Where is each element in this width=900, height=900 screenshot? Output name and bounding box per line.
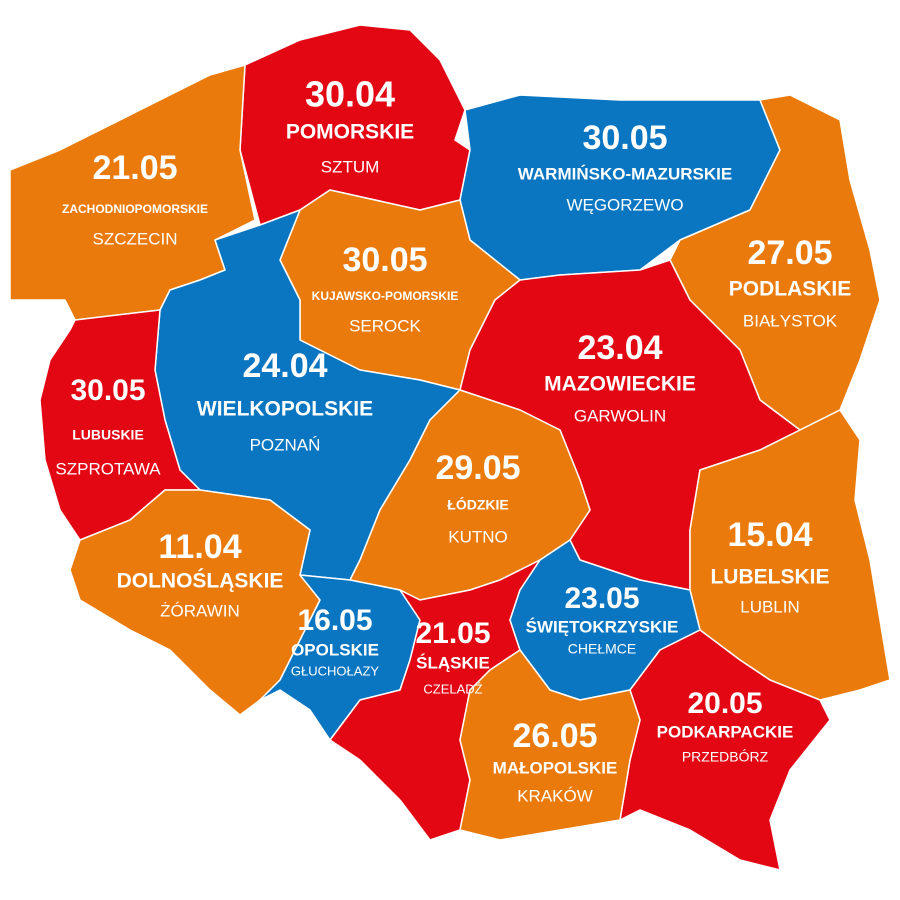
region-city: POZNAŃ [250, 435, 321, 454]
region-name: DOLNOŚLĄSKIE [117, 569, 284, 593]
region-date: 11.04 [158, 528, 241, 566]
region-city: CZELADŹ [423, 681, 482, 696]
region-date: 20.05 [687, 687, 762, 720]
region-date: 23.04 [577, 329, 662, 367]
region-name: ZACHODNIOPOMORSKIE [62, 202, 208, 216]
region-date: 29.05 [435, 449, 520, 487]
region-date: 15.04 [727, 516, 812, 554]
region-city: PRZEDBÓRZ [682, 749, 769, 765]
region-name: LUBELSKIE [710, 566, 829, 589]
region [459, 649, 641, 841]
region-city: GŁUCHOŁAZY [291, 663, 379, 678]
region-date: 26.05 [512, 717, 597, 755]
region-city: KUTNO [448, 527, 508, 546]
region-city: SZPROTAWA [55, 459, 161, 478]
region-name: MAŁOPOLSKIE [493, 758, 618, 777]
region-city: SEROCK [349, 316, 421, 335]
region-date: 21.05 [415, 617, 490, 650]
region-name: ŚWIĘTOKRZYSKIE [526, 617, 679, 636]
region-name: ŁÓDZKIE [447, 496, 508, 513]
region-city: LUBLIN [740, 597, 800, 616]
region-name: MAZOWIECKIE [544, 373, 696, 396]
region-name: PODKARPACKIE [657, 722, 794, 741]
region-city: ŻÓRAWIN [160, 601, 240, 620]
region-city: SZTUM [321, 157, 380, 176]
region-city: GARWOLIN [574, 406, 666, 425]
region-city: SZCZECIN [93, 229, 178, 248]
region-date: 23.05 [564, 582, 639, 615]
region-name: WIELKOPOLSKIE [197, 398, 373, 421]
region-date: 30.04 [305, 74, 395, 115]
region-date: 30.05 [582, 119, 667, 157]
region-name: PODLASKIE [729, 278, 852, 301]
region-city: BIAŁYSTOK [743, 311, 838, 330]
region-date: 30.05 [342, 241, 427, 279]
region-date: 21.05 [92, 149, 177, 187]
region-city: KRAKÓW [517, 786, 593, 805]
region-name: WARMIŃSKO-MAZURSKIE [518, 164, 732, 183]
region-date: 30.05 [70, 374, 145, 407]
region-city: CHEŁMCE [568, 641, 636, 657]
region-name: KUJAWSKO-POMORSKIE [312, 289, 459, 303]
region-date: 16.05 [297, 604, 372, 637]
region-date: 24.04 [242, 347, 327, 385]
region-name: LUBUSKIE [72, 427, 144, 443]
region-name: POMORSKIE [286, 121, 414, 144]
region-date: 27.05 [747, 234, 832, 272]
region-name: OPOLSKIE [291, 640, 379, 659]
region-name: ŚLĄSKIE [416, 653, 490, 672]
region-city: WĘGORZEWO [566, 195, 683, 214]
